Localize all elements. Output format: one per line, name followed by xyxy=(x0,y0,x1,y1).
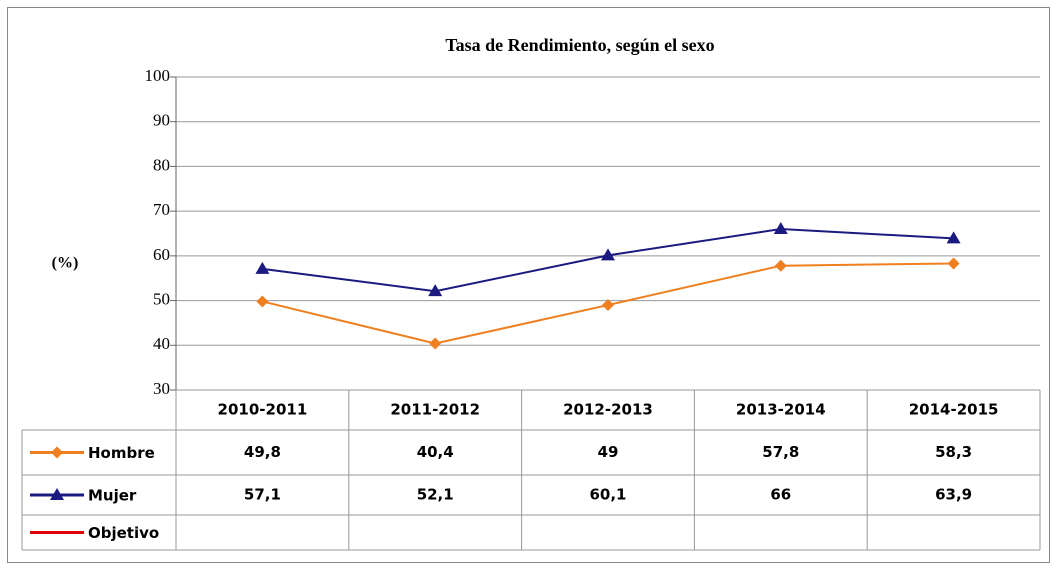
table-value: 57,1 xyxy=(244,486,281,504)
x-tick-label: 2014-2015 xyxy=(909,401,999,419)
y-tick-label: 60 xyxy=(153,245,170,264)
x-tick-label: 2011-2012 xyxy=(390,401,480,419)
marker xyxy=(601,248,615,261)
y-tick-label: 80 xyxy=(153,155,170,174)
table-value: 49,8 xyxy=(244,443,281,461)
x-tick-label: 2012-2013 xyxy=(563,401,653,419)
marker xyxy=(50,488,64,500)
marker xyxy=(947,257,960,270)
y-tick-label: 70 xyxy=(153,200,170,219)
table-value: 63,9 xyxy=(935,486,972,504)
legend-label: Mujer xyxy=(88,487,137,505)
y-tick-label: 40 xyxy=(153,334,170,353)
marker xyxy=(256,295,269,308)
legend-label: Hombre xyxy=(88,444,155,462)
y-tick-label: 30 xyxy=(153,379,170,398)
marker xyxy=(774,259,787,272)
marker xyxy=(255,261,270,274)
y-tick-label: 100 xyxy=(145,66,171,85)
table-value: 60,1 xyxy=(589,486,626,504)
legend-label: Objetivo xyxy=(88,524,159,542)
y-tick-label: 90 xyxy=(153,111,170,130)
table-value: 57,8 xyxy=(762,443,799,461)
chart-title: Tasa de Rendimiento, según el sexo xyxy=(445,35,714,55)
table-value: 49 xyxy=(598,443,619,461)
y-tick-label: 50 xyxy=(153,289,170,308)
table-value: 66 xyxy=(770,486,791,504)
marker xyxy=(428,284,443,297)
table-value: 40,4 xyxy=(417,443,454,461)
chart-border xyxy=(7,7,1050,563)
x-tick-label: 2013-2014 xyxy=(736,401,826,419)
marker xyxy=(602,299,614,312)
marker xyxy=(773,222,788,235)
marker xyxy=(946,231,961,244)
y-axis-label: (%) xyxy=(52,255,79,272)
marker xyxy=(429,337,442,350)
table-value: 52,1 xyxy=(417,486,454,504)
x-tick-label: 2010-2011 xyxy=(218,401,308,419)
table-value: 58,3 xyxy=(935,443,972,461)
marker xyxy=(51,446,63,459)
